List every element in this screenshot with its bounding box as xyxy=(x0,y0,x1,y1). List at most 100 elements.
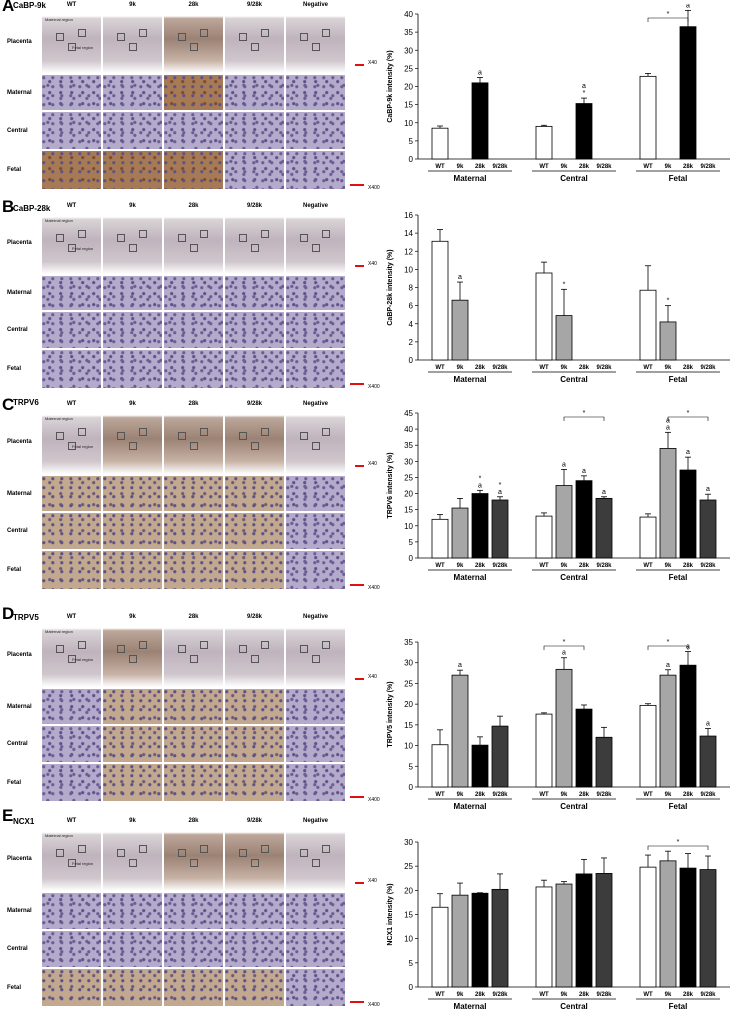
group-label: Maternal xyxy=(454,375,487,384)
micrograph xyxy=(163,349,224,389)
column-header: WT xyxy=(66,614,77,620)
row-label: Maternal xyxy=(7,490,32,497)
column-header: 9k xyxy=(129,818,136,824)
micrograph xyxy=(41,74,102,111)
bar xyxy=(471,744,489,788)
micrograph-grid: Placenta Maternal region Fetal region Mater… xyxy=(4,211,346,389)
x-tick-label: 28k xyxy=(579,365,590,371)
column-header: 9k xyxy=(129,401,136,407)
x-tick-label: 9k xyxy=(665,563,672,569)
x-tick-label: WT xyxy=(539,365,549,371)
bar xyxy=(659,674,677,788)
column-header: WT xyxy=(66,203,77,209)
x-tick-label: WT xyxy=(435,792,445,798)
x-tick-label: 28k xyxy=(683,563,694,569)
header-spacer xyxy=(4,612,41,622)
micrograph xyxy=(41,311,102,349)
micrograph xyxy=(102,111,163,150)
micrograph xyxy=(224,475,285,512)
region-marker xyxy=(312,655,320,663)
panel-e: E NCX1 WT 9k 28k 9/28k Negative Placenta Materna… xyxy=(0,806,740,1011)
x-tick-label: 9/28k xyxy=(596,563,612,569)
micrograph-grid: Placenta Maternal region Fetal region Mater… xyxy=(4,10,346,190)
micrograph xyxy=(163,311,224,349)
column-header: 28k xyxy=(188,2,199,8)
x-tick-label: 9k xyxy=(665,365,672,371)
bracket-mark: * xyxy=(667,11,670,18)
micrograph xyxy=(285,550,346,590)
y-tick-label: 15 xyxy=(404,101,413,110)
micrograph xyxy=(102,409,163,475)
y-tick-label: 10 xyxy=(404,742,413,751)
bar xyxy=(699,499,717,559)
micrograph xyxy=(224,311,285,349)
panel-letter: D xyxy=(2,604,15,623)
micrograph xyxy=(163,892,224,930)
bar xyxy=(451,894,469,988)
x-tick-label: WT xyxy=(643,164,653,170)
fetal-region-label: Fetal region xyxy=(72,246,94,251)
y-tick-label: 10 xyxy=(404,522,413,531)
significance-mark: a xyxy=(458,662,462,669)
bar xyxy=(595,736,613,788)
micrograph xyxy=(163,409,224,475)
panel-letter: A xyxy=(2,0,15,15)
bar xyxy=(491,725,509,788)
micrograph xyxy=(163,10,224,74)
micrograph xyxy=(224,892,285,930)
row-label: Maternal xyxy=(7,908,32,914)
region-marker xyxy=(239,849,247,857)
column-header-row: WT 9k 28k 9/28k Negative xyxy=(4,0,346,10)
panel-c: C TRPV6 WT 9k 28k 9/28k Negative Placenta Matern… xyxy=(0,395,740,599)
y-tick-label: 35 xyxy=(404,441,413,450)
micrograph xyxy=(102,275,163,311)
micrograph xyxy=(224,622,285,688)
y-tick-label: 30 xyxy=(404,838,413,847)
row-label: Fetal xyxy=(7,779,22,786)
y-tick-label: 5 xyxy=(409,762,414,771)
significance-mark: a xyxy=(562,461,566,468)
region-marker xyxy=(129,859,137,867)
region-marker xyxy=(139,428,147,436)
bar xyxy=(535,515,553,559)
region-marker xyxy=(190,859,198,867)
bar-chart: 0 2 4 6 8 10 12 14 16 CaBP-28k intensity (%) WT a 9k… xyxy=(387,211,730,384)
micrograph xyxy=(224,150,285,190)
panel-letter: C xyxy=(2,395,15,414)
bar xyxy=(535,713,553,788)
x-tick-label: WT xyxy=(643,563,653,569)
significance-mark: * xyxy=(583,90,586,97)
y-axis-label: CaBP-28k intensity (%) xyxy=(387,249,394,325)
row-label: Maternal xyxy=(7,89,32,96)
micrograph xyxy=(285,150,346,190)
group-label: Fetal xyxy=(669,174,688,183)
region-marker xyxy=(129,244,137,252)
significance-mark: a xyxy=(498,489,502,496)
bar xyxy=(431,518,449,559)
bar-chart: 0 5 10 15 20 25 30 35 40 45 TRPV6 intensity (%) WT 9… xyxy=(387,409,730,582)
row-label: Fetal xyxy=(7,366,22,372)
column-header: 28k xyxy=(188,818,199,824)
region-marker xyxy=(117,234,125,242)
panel-letter: E xyxy=(2,806,14,825)
y-axis-label: TRPV6 intensity (%) xyxy=(387,452,394,518)
region-marker xyxy=(312,442,320,450)
column-header-row: WT 9k 28k 9/28k Negative xyxy=(4,399,346,409)
y-axis-label: NCX1 intensity (%) xyxy=(387,883,394,945)
significance-mark: * xyxy=(479,475,482,482)
y-tick-label: 20 xyxy=(404,700,413,709)
scale-bar xyxy=(355,265,364,267)
y-tick-label: 25 xyxy=(404,64,413,73)
micrograph xyxy=(285,349,346,389)
region-marker xyxy=(300,33,308,41)
micrograph xyxy=(163,763,224,802)
region-marker xyxy=(56,849,64,857)
scale-bar xyxy=(355,678,364,680)
x-tick-label: 28k xyxy=(683,365,694,371)
region-marker xyxy=(139,29,147,37)
bar xyxy=(535,886,553,988)
bar xyxy=(679,26,697,160)
fetal-region-label: Fetal region xyxy=(72,861,94,866)
significance-mark: * xyxy=(667,298,670,305)
bar xyxy=(639,75,657,160)
